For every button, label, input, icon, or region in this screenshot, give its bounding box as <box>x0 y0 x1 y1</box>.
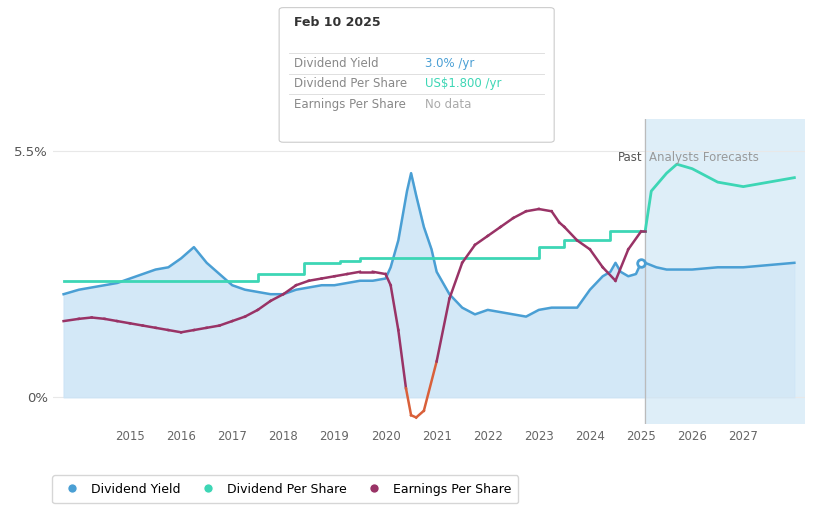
Text: US$1.800 /yr: US$1.800 /yr <box>425 77 502 90</box>
Text: Dividend Per Share: Dividend Per Share <box>294 77 407 90</box>
Text: Analysts Forecasts: Analysts Forecasts <box>649 151 759 164</box>
Text: No data: No data <box>425 98 471 111</box>
Text: Earnings Per Share: Earnings Per Share <box>294 98 406 111</box>
Legend: Dividend Yield, Dividend Per Share, Earnings Per Share: Dividend Yield, Dividend Per Share, Earn… <box>52 475 519 503</box>
Bar <box>645 119 805 424</box>
Text: 3.0% /yr: 3.0% /yr <box>425 57 475 70</box>
Text: Dividend Yield: Dividend Yield <box>294 57 378 70</box>
Text: Past: Past <box>617 151 642 164</box>
Text: Feb 10 2025: Feb 10 2025 <box>294 16 381 29</box>
